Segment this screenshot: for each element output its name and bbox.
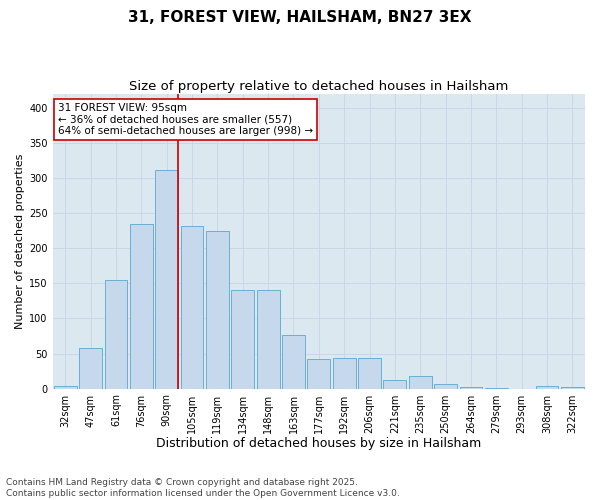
Bar [409,376,431,388]
Bar [206,231,229,388]
Bar [536,386,559,388]
Bar [155,170,178,388]
Bar [181,226,203,388]
Text: Contains HM Land Registry data © Crown copyright and database right 2025.
Contai: Contains HM Land Registry data © Crown c… [6,478,400,498]
Title: Size of property relative to detached houses in Hailsham: Size of property relative to detached ho… [129,80,509,93]
Bar [130,224,153,388]
Bar [282,334,305,388]
Bar [79,348,102,389]
Bar [54,386,77,388]
Bar [383,380,406,388]
Text: 31 FOREST VIEW: 95sqm
← 36% of detached houses are smaller (557)
64% of semi-det: 31 FOREST VIEW: 95sqm ← 36% of detached … [58,103,313,136]
Bar [104,280,127,388]
Bar [358,358,381,388]
Bar [434,384,457,388]
Bar [333,358,356,388]
Bar [232,290,254,388]
Bar [257,290,280,388]
Bar [561,387,584,388]
Y-axis label: Number of detached properties: Number of detached properties [15,154,25,329]
Text: 31, FOREST VIEW, HAILSHAM, BN27 3EX: 31, FOREST VIEW, HAILSHAM, BN27 3EX [128,10,472,25]
Bar [460,387,482,388]
Bar [307,359,330,388]
X-axis label: Distribution of detached houses by size in Hailsham: Distribution of detached houses by size … [156,437,481,450]
